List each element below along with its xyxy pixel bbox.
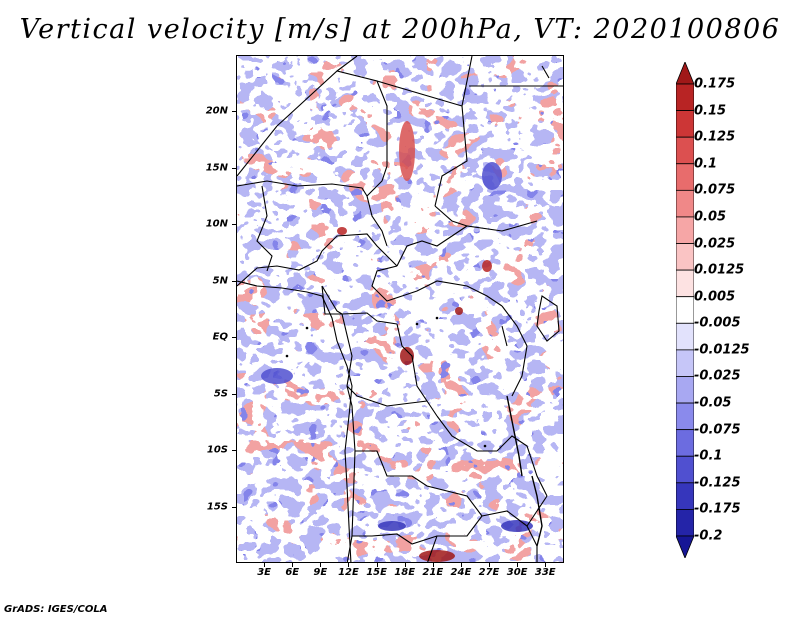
vertical-velocity-field bbox=[237, 56, 563, 562]
colorbar-label: 0.15 bbox=[694, 103, 727, 119]
x-tick-label: 21E bbox=[422, 567, 444, 578]
colorbar-segment bbox=[676, 482, 694, 510]
x-tick bbox=[320, 563, 322, 567]
colorbar-label: 0.075 bbox=[694, 182, 736, 198]
colorbar-label: 0.175 bbox=[694, 76, 736, 92]
y-tick-label: 10N bbox=[205, 218, 228, 230]
map-plot-area bbox=[236, 55, 564, 563]
country-borders bbox=[237, 56, 563, 562]
colorbar-segment bbox=[676, 509, 694, 537]
colorbar-label: -0.175 bbox=[694, 501, 741, 517]
y-tick-label: 10S bbox=[206, 444, 228, 456]
x-tick bbox=[264, 563, 266, 567]
x-tick bbox=[517, 563, 519, 567]
colorbar-segment bbox=[676, 163, 694, 191]
colorbar-label: 0.125 bbox=[694, 129, 736, 145]
colorbar-segment bbox=[676, 429, 694, 457]
colorbar-segment bbox=[676, 402, 694, 431]
x-tick bbox=[404, 563, 406, 567]
x-tick-label: 3E bbox=[257, 567, 272, 578]
grads-credit: GrADS: IGES/COLA bbox=[4, 604, 108, 615]
y-tick bbox=[232, 280, 236, 282]
y-tick bbox=[232, 506, 236, 508]
colorbar-segment bbox=[676, 349, 694, 377]
y-tick-label: 5S bbox=[213, 388, 228, 400]
x-tick-label: 12E bbox=[338, 567, 359, 578]
x-tick bbox=[545, 563, 547, 567]
y-tick-label: EQ bbox=[212, 331, 228, 343]
y-tick bbox=[232, 111, 236, 113]
colorbar-label: -0.05 bbox=[694, 395, 732, 411]
x-tick-label: 6E bbox=[285, 567, 300, 578]
x-tick bbox=[432, 563, 434, 567]
x-tick bbox=[348, 563, 350, 567]
colorbar-label: -0.0125 bbox=[694, 342, 750, 358]
x-tick-label: 18E bbox=[394, 567, 416, 578]
x-tick-label: 27E bbox=[478, 567, 500, 578]
y-tick bbox=[232, 337, 236, 339]
x-tick-label: 30E bbox=[506, 567, 528, 578]
y-tick bbox=[232, 450, 236, 452]
colorbar-label: -0.025 bbox=[694, 368, 741, 384]
x-tick-label: 9E bbox=[313, 567, 328, 578]
colorbar-top-arrow bbox=[676, 62, 694, 85]
x-tick-label: 24E bbox=[450, 567, 472, 578]
colorbar-segment bbox=[676, 322, 694, 351]
colorbar-segment bbox=[676, 136, 694, 165]
colorbar-segment bbox=[676, 83, 694, 111]
chart-title: Vertical velocity [m/s] at 200hPa, VT: 2… bbox=[19, 14, 781, 45]
y-tick bbox=[232, 224, 236, 226]
colorbar-label: 0.1 bbox=[694, 156, 718, 172]
colorbar-segment bbox=[676, 455, 694, 484]
colorbar-label: -0.2 bbox=[694, 528, 723, 544]
colorbar-label: -0.1 bbox=[694, 448, 723, 464]
colorbar-segment bbox=[676, 376, 694, 404]
colorbar-label: 0.0125 bbox=[694, 262, 745, 278]
y-tick-label: 5N bbox=[212, 275, 228, 287]
colorbar-bottom-arrow bbox=[676, 535, 694, 558]
y-tick-label: 15S bbox=[206, 501, 228, 513]
x-tick-label: 15E bbox=[366, 567, 387, 578]
colorbar-segment bbox=[676, 110, 694, 138]
colorbar-label: 0.005 bbox=[694, 289, 736, 305]
x-tick bbox=[489, 563, 491, 567]
y-tick-label: 15N bbox=[205, 162, 228, 174]
colorbar-label: 0.05 bbox=[694, 209, 727, 225]
x-tick-label: 33E bbox=[534, 567, 556, 578]
y-tick-label: 20N bbox=[205, 105, 228, 117]
colorbar-segment bbox=[676, 243, 694, 271]
colorbar-segment bbox=[676, 269, 694, 298]
colorbar-label: 0.025 bbox=[694, 236, 736, 252]
x-tick bbox=[376, 563, 378, 567]
colorbar-label: -0.125 bbox=[694, 475, 741, 491]
colorbar-segment bbox=[676, 189, 694, 218]
colorbar-label: -0.075 bbox=[694, 422, 741, 438]
colorbar-segment bbox=[676, 296, 694, 324]
y-tick bbox=[232, 167, 236, 169]
x-tick bbox=[460, 563, 462, 567]
colorbar-label: -0.005 bbox=[694, 315, 741, 331]
colorbar bbox=[676, 62, 694, 558]
x-tick bbox=[292, 563, 294, 567]
y-tick bbox=[232, 393, 236, 395]
colorbar-segment bbox=[676, 216, 694, 244]
